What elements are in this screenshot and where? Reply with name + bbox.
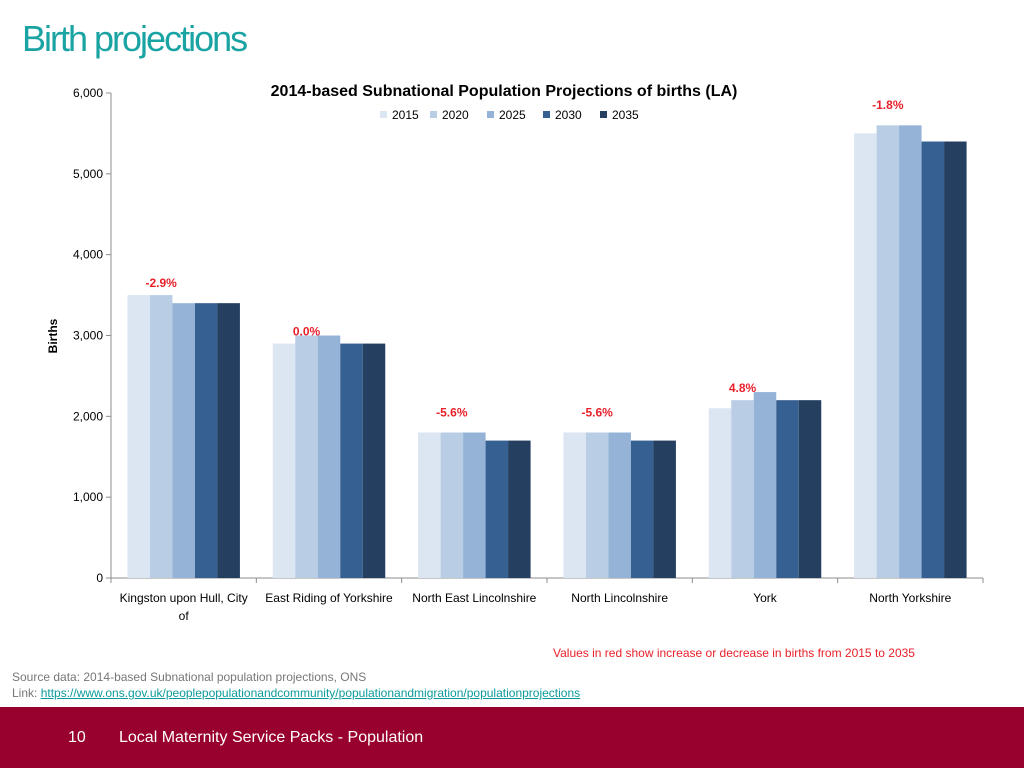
- bar-2030-2: [486, 441, 509, 578]
- legend-label-2035: 2035: [612, 108, 639, 122]
- link-prefix: Link:: [12, 686, 41, 700]
- chart-title: 2014-based Subnational Population Projec…: [271, 83, 738, 100]
- bar-2025-5: [899, 125, 922, 578]
- bar-2015-3: [563, 433, 586, 579]
- change-annotation: -5.6%: [436, 405, 468, 419]
- bar-2035-5: [944, 142, 967, 579]
- bar-2035-4: [799, 400, 822, 578]
- bar-2030-1: [340, 344, 363, 578]
- x-category-label: York: [753, 591, 778, 605]
- y-tick-label: 2,000: [73, 409, 103, 423]
- y-tick-label: 5,000: [73, 167, 103, 181]
- bar-2025-0: [172, 303, 195, 578]
- change-annotation: -2.9%: [145, 276, 177, 290]
- y-tick-label: 1,000: [73, 490, 103, 504]
- x-category-label: Kingston upon Hull, City: [120, 591, 248, 605]
- bar-2020-3: [586, 433, 609, 579]
- footer-bar: 10 Local Maternity Service Packs - Popul…: [0, 707, 1024, 768]
- bar-2030-4: [776, 400, 799, 578]
- bar-2015-4: [709, 408, 732, 578]
- y-tick-label: 0: [96, 571, 103, 585]
- x-category-label: North Yorkshire: [869, 591, 951, 605]
- x-category-label: North Lincolnshire: [571, 591, 668, 605]
- bar-2030-5: [922, 142, 945, 579]
- bar-2025-3: [608, 433, 631, 579]
- bar-2035-0: [217, 303, 240, 578]
- bar-2025-1: [318, 336, 341, 579]
- legend-label-2020: 2020: [442, 108, 469, 122]
- y-tick-label: 4,000: [73, 248, 103, 262]
- x-category-label: East Riding of Yorkshire: [265, 591, 393, 605]
- x-category-label: North East Lincolnshire: [412, 591, 536, 605]
- legend-label-2015: 2015: [392, 108, 419, 122]
- bar-2015-1: [273, 344, 296, 578]
- y-tick-label: 6,000: [73, 86, 103, 100]
- y-tick-label: 3,000: [73, 329, 103, 343]
- bar-2015-2: [418, 433, 441, 579]
- bar-2020-1: [295, 336, 318, 579]
- change-annotation: -1.8%: [872, 98, 904, 112]
- change-annotation: 0.0%: [293, 325, 321, 339]
- bar-2025-4: [754, 392, 777, 578]
- legend-swatch-2020: [430, 111, 437, 118]
- bar-2025-2: [463, 433, 486, 579]
- chart-note: Values in red show increase or decrease …: [553, 646, 915, 660]
- legend-swatch-2025: [487, 111, 494, 118]
- bar-2020-0: [150, 295, 173, 578]
- y-axis-label: Births: [46, 318, 60, 353]
- change-annotation: 4.8%: [729, 381, 757, 395]
- link-line: Link: https://www.ons.gov.uk/peoplepopul…: [12, 685, 580, 701]
- footer-title: Local Maternity Service Packs - Populati…: [119, 729, 423, 747]
- change-annotation: -5.6%: [581, 405, 613, 419]
- legend-label-2025: 2025: [499, 108, 526, 122]
- births-bar-chart: 2014-based Subnational Population Projec…: [0, 0, 1024, 640]
- legend-label-2030: 2030: [555, 108, 582, 122]
- legend-swatch-2030: [543, 111, 550, 118]
- bar-2030-0: [195, 303, 218, 578]
- bar-2020-5: [877, 125, 900, 578]
- bar-2035-2: [508, 441, 531, 578]
- bar-2030-3: [631, 441, 654, 578]
- bar-2020-4: [731, 400, 754, 578]
- legend-swatch-2015: [380, 111, 387, 118]
- bar-2015-5: [854, 133, 877, 578]
- bar-2035-3: [653, 441, 676, 578]
- ons-projections-link[interactable]: https://www.ons.gov.uk/peoplepopulationa…: [41, 686, 580, 700]
- bar-2020-2: [441, 433, 464, 579]
- bar-2015-0: [127, 295, 149, 578]
- source-line: Source data: 2014-based Subnational popu…: [12, 669, 580, 685]
- x-category-label: of: [179, 609, 190, 623]
- footer-page-number: 10: [68, 729, 86, 747]
- legend-swatch-2035: [600, 111, 607, 118]
- bar-2035-1: [363, 344, 386, 578]
- source-block: Source data: 2014-based Subnational popu…: [12, 669, 580, 701]
